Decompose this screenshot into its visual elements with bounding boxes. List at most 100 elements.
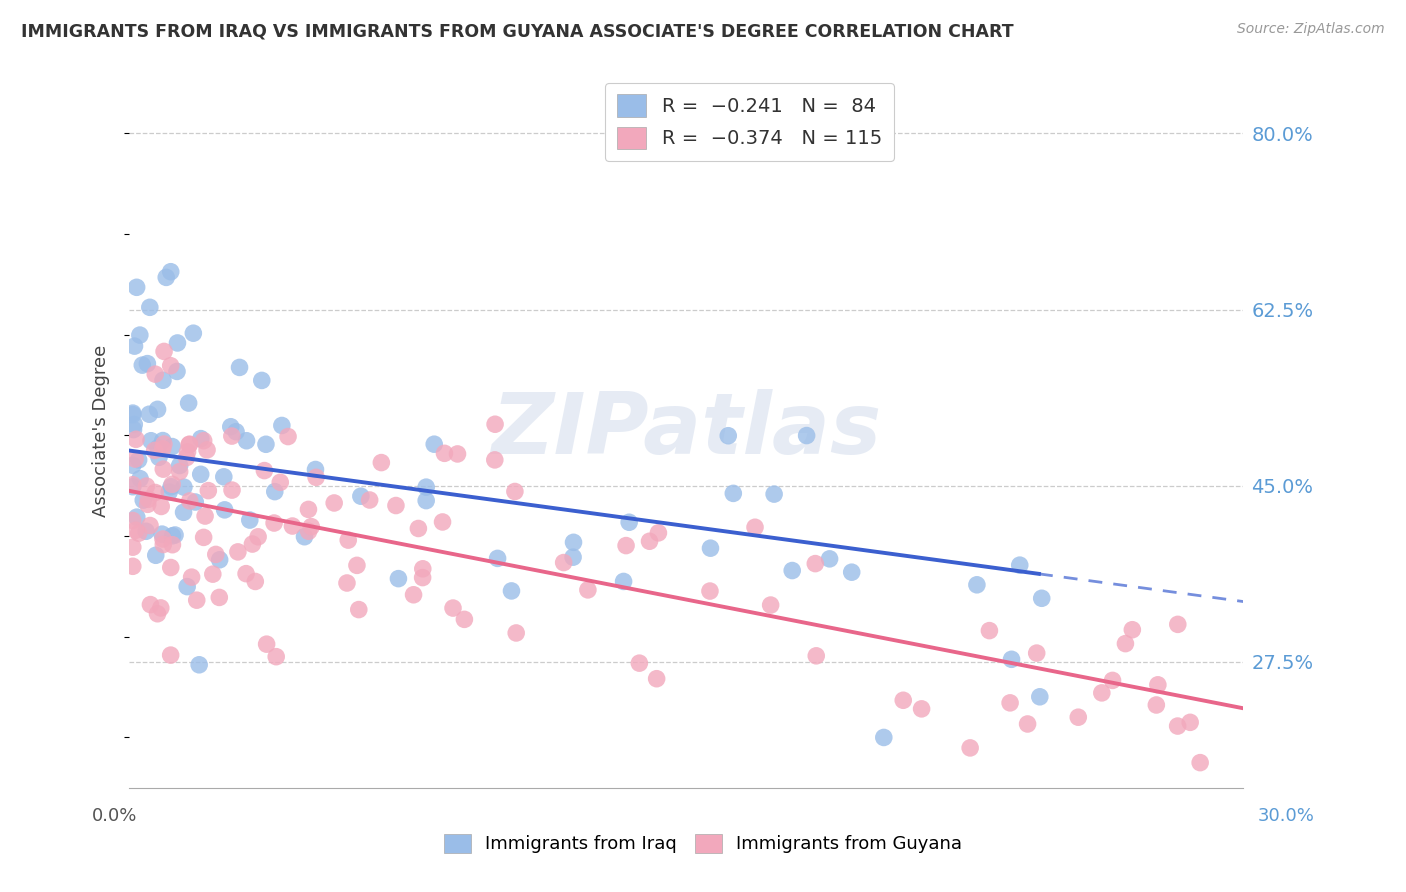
Point <box>1031 591 1053 606</box>
Point <box>159 648 181 662</box>
Point <box>124 339 146 353</box>
Point <box>1114 637 1136 651</box>
Point <box>176 445 198 459</box>
Point <box>135 524 157 539</box>
Point <box>188 657 211 672</box>
Point <box>628 656 651 670</box>
Point <box>891 693 914 707</box>
Point <box>121 514 143 528</box>
Point <box>166 364 188 378</box>
Point <box>254 437 277 451</box>
Point <box>645 672 668 686</box>
Point <box>346 558 368 573</box>
Point <box>305 470 328 484</box>
Point <box>194 509 217 524</box>
Point <box>323 496 346 510</box>
Point <box>553 556 575 570</box>
Text: IMMIGRANTS FROM IRAQ VS IMMIGRANTS FROM GUYANA ASSOCIATE'S DEGREE CORRELATION CH: IMMIGRANTS FROM IRAQ VS IMMIGRANTS FROM … <box>21 22 1014 40</box>
Point <box>146 441 169 455</box>
Point <box>152 434 174 448</box>
Text: 0.0%: 0.0% <box>91 807 136 825</box>
Point <box>505 626 527 640</box>
Point <box>186 593 208 607</box>
Point <box>176 450 198 465</box>
Point <box>387 572 409 586</box>
Point <box>1029 690 1052 704</box>
Point <box>132 493 155 508</box>
Point <box>226 545 249 559</box>
Point <box>184 495 207 509</box>
Point <box>150 527 173 541</box>
Point <box>408 521 430 535</box>
Point <box>263 484 285 499</box>
Point <box>135 479 157 493</box>
Point <box>143 367 166 381</box>
Point <box>160 480 183 494</box>
Point <box>125 432 148 446</box>
Point <box>160 477 183 491</box>
Point <box>169 458 191 473</box>
Point <box>152 373 174 387</box>
Point <box>370 456 392 470</box>
Point <box>256 637 278 651</box>
Point <box>1000 652 1022 666</box>
Point <box>796 428 818 442</box>
Point <box>155 270 177 285</box>
Point <box>647 525 669 540</box>
Point <box>148 450 170 465</box>
Point <box>298 524 321 539</box>
Point <box>153 344 176 359</box>
Text: 30.0%: 30.0% <box>1258 807 1315 825</box>
Point <box>1067 710 1090 724</box>
Legend: Immigrants from Iraq, Immigrants from Guyana: Immigrants from Iraq, Immigrants from Gu… <box>436 826 970 861</box>
Point <box>143 443 166 458</box>
Point <box>190 467 212 482</box>
Point <box>336 576 359 591</box>
Point <box>150 500 173 514</box>
Point <box>176 580 198 594</box>
Point <box>152 537 174 551</box>
Point <box>131 358 153 372</box>
Point <box>204 548 226 562</box>
Point <box>139 598 162 612</box>
Point <box>446 447 468 461</box>
Point <box>1167 617 1189 632</box>
Point <box>139 301 162 315</box>
Point <box>235 566 257 581</box>
Point <box>1189 756 1212 770</box>
Point <box>121 408 143 422</box>
Point <box>160 440 183 454</box>
Point <box>124 452 146 467</box>
Point <box>503 484 526 499</box>
Point <box>562 535 585 549</box>
Point <box>576 582 599 597</box>
Point <box>979 624 1001 638</box>
Point <box>415 493 437 508</box>
Point <box>699 584 721 599</box>
Point <box>157 484 180 499</box>
Point <box>121 477 143 491</box>
Point <box>121 406 143 420</box>
Point <box>699 541 721 556</box>
Legend: R =  −0.241   N =  84, R =  −0.374   N = 115: R = −0.241 N = 84, R = −0.374 N = 115 <box>606 83 894 161</box>
Point <box>412 571 434 585</box>
Point <box>804 557 827 571</box>
Point <box>245 574 267 589</box>
Point <box>201 567 224 582</box>
Point <box>179 437 201 451</box>
Point <box>193 434 215 448</box>
Point <box>121 559 143 574</box>
Point <box>423 437 446 451</box>
Point <box>242 537 264 551</box>
Point <box>806 648 828 663</box>
Point <box>208 553 231 567</box>
Point <box>337 533 360 548</box>
Point <box>138 407 160 421</box>
Point <box>228 360 250 375</box>
Point <box>214 503 236 517</box>
Point <box>441 601 464 615</box>
Point <box>250 373 273 387</box>
Point <box>136 497 159 511</box>
Point <box>347 602 370 616</box>
Point <box>125 280 148 294</box>
